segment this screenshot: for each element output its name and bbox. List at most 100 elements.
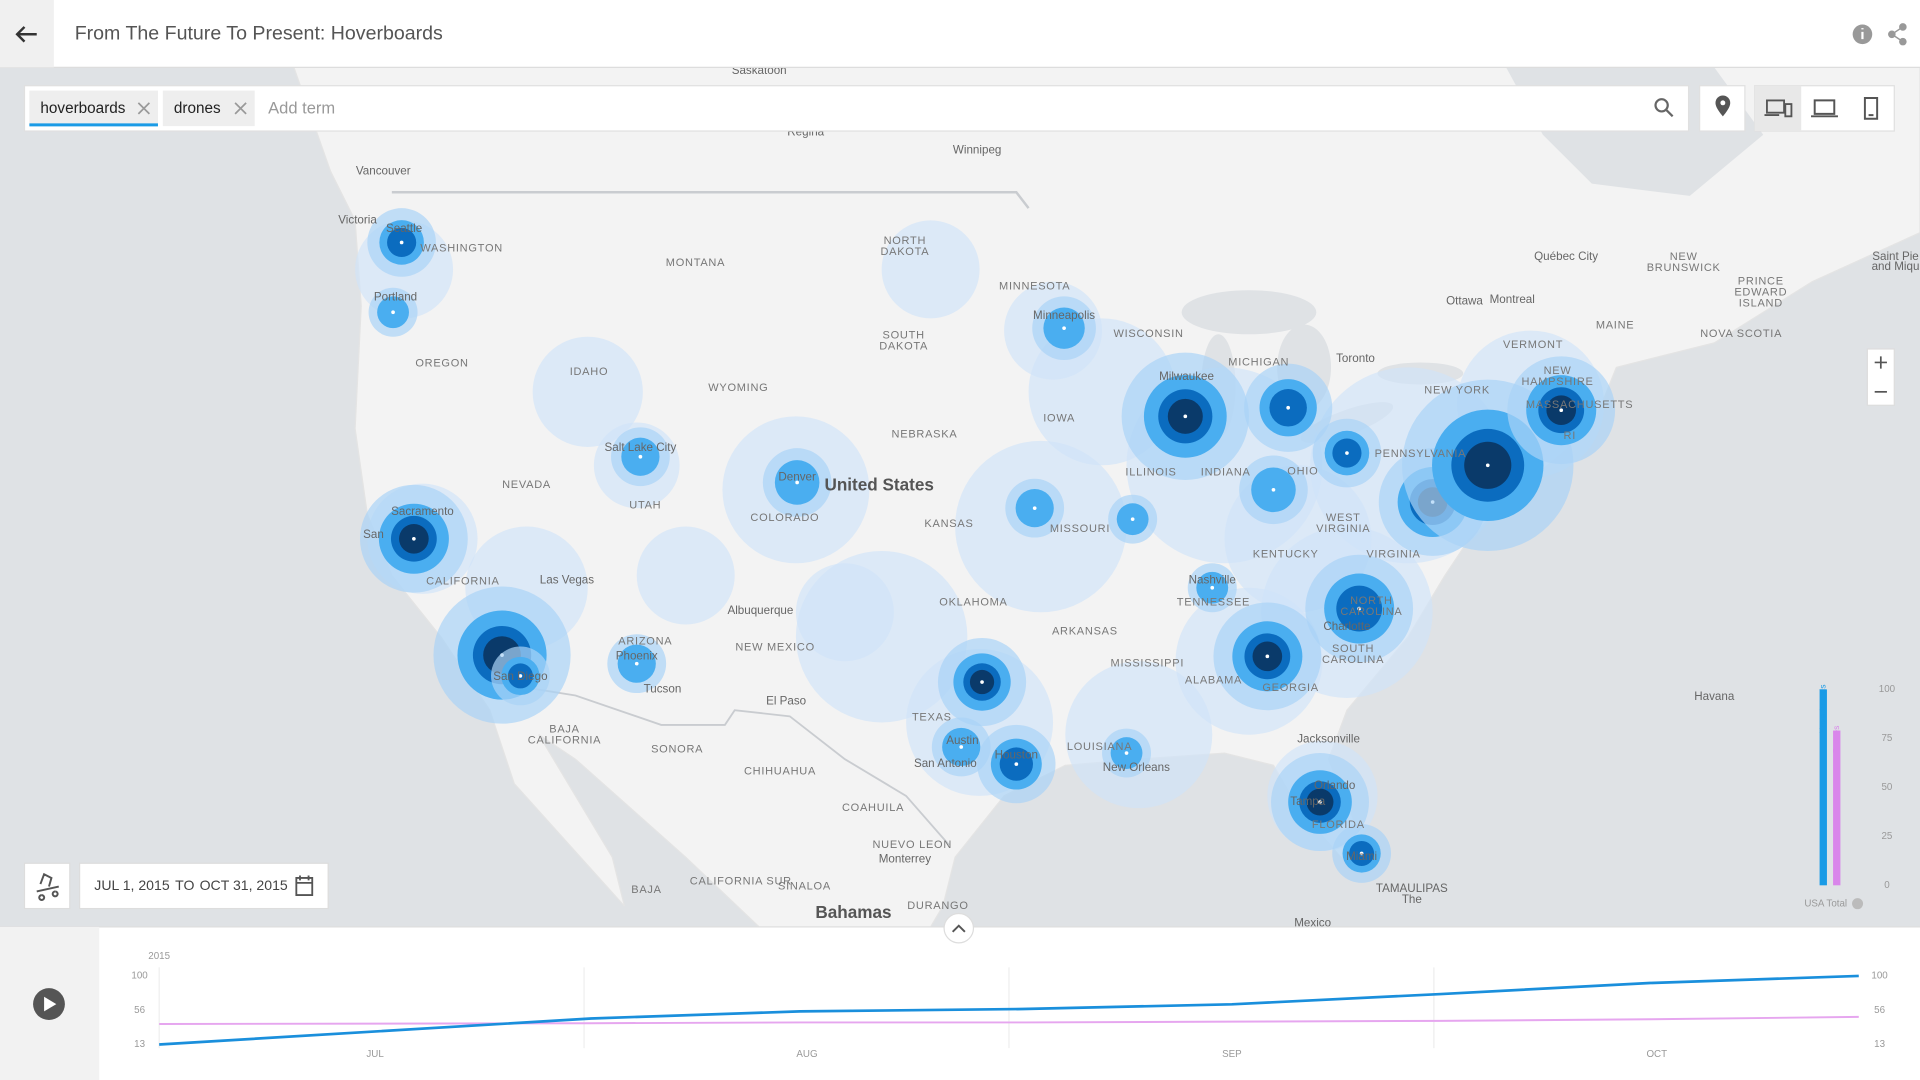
y-tick-label: 56 [134, 1005, 145, 1016]
region-label: MICHIGAN [1228, 356, 1289, 368]
y2-tick-label: 56 [1874, 1005, 1885, 1016]
region-label: CAROLINA [1340, 606, 1402, 618]
city-label: Tampa [1290, 795, 1325, 808]
zoom-control [1866, 348, 1895, 406]
desktop-button[interactable] [1811, 99, 1838, 118]
remove-term[interactable] [137, 102, 150, 115]
city-label: Saskatoon [732, 64, 787, 77]
term-chip[interactable] [162, 90, 255, 127]
city-dot [1559, 408, 1564, 413]
city-label: Austin [946, 734, 978, 747]
city-dot [1286, 405, 1290, 410]
region-label: NEW [1670, 251, 1698, 263]
city-label: Monterrey [879, 853, 932, 866]
help-icon [1852, 898, 1864, 910]
region-label: CAROLINA [1322, 654, 1384, 666]
city-dot [1318, 800, 1322, 804]
city-label: The [1402, 893, 1422, 906]
region-label: CALIFORNIA [528, 735, 601, 747]
region-label: KANSAS [924, 518, 973, 530]
city-label: Salt Lake City [605, 441, 677, 454]
city-label: Houston [995, 749, 1038, 762]
legend-label: Drones [1831, 726, 1841, 754]
city-label: Victoria [338, 213, 377, 226]
city-label: Minneapolis [1033, 309, 1095, 322]
region-label: HAMPSHIRE [1521, 376, 1593, 388]
region-label: RI [1564, 430, 1577, 442]
border [391, 191, 1030, 209]
city-dot [1345, 451, 1349, 455]
date-separator: TO [175, 877, 194, 893]
header [0, 0, 1920, 68]
region-label: PENNSYLVANIA [1375, 448, 1467, 460]
region-label: TEXAS [912, 711, 952, 723]
region-label: GEORGIA [1262, 682, 1319, 694]
heat-area [532, 336, 643, 447]
region-label: WYOMING [708, 382, 768, 394]
region-label: BRUNSWICK [1647, 262, 1721, 274]
search-button[interactable] [1654, 98, 1674, 118]
page-title: From The Future To Present: Hoverboards [75, 22, 443, 44]
city-label: Charlotte [1323, 620, 1370, 633]
city-label: Mexico [1294, 916, 1331, 929]
expand-button[interactable] [943, 912, 975, 944]
y-tick-label: 100 [131, 971, 148, 982]
region-label: VIRGINIA [1316, 523, 1370, 535]
country-label: United States [824, 475, 933, 495]
x-tick-label: SEP [1222, 1049, 1242, 1060]
region-label: NUEVO LEON [872, 839, 952, 851]
region-label: DAKOTA [879, 340, 928, 352]
expand-icon [951, 924, 966, 933]
region-label: NEW MEXICO [735, 642, 815, 654]
map[interactable]: SaskatoonReginaWinnipegVancouverVictoria… [0, 0, 1920, 929]
city-label: Winnipeg [953, 144, 1001, 157]
city-label: Sacramento [391, 505, 454, 518]
series-line [159, 1015, 1859, 1025]
all-devices-button[interactable] [1754, 85, 1802, 132]
region-label: CALIFORNIA [426, 576, 499, 588]
remove-term[interactable] [234, 102, 247, 115]
date-range[interactable] [78, 862, 329, 910]
city-dot [638, 454, 643, 459]
term-chip[interactable] [29, 90, 158, 127]
city-dot [1359, 851, 1364, 856]
share-button[interactable] [1888, 23, 1907, 46]
location-icon [1715, 95, 1731, 117]
date-start: JUL 1, 2015 [94, 877, 170, 893]
region-label: NOVA SCOTIA [1700, 328, 1782, 340]
region-label: NEW YORK [1424, 385, 1490, 397]
city-dot [795, 480, 799, 485]
region-label: NORTH [884, 235, 927, 247]
search-input[interactable]: Add term [268, 98, 335, 117]
mobile-button[interactable] [1863, 96, 1879, 120]
city-label: Seattle [386, 222, 422, 235]
city-label: Québec City [1534, 250, 1598, 263]
region-label: MISSOURI [1050, 523, 1110, 535]
hoverboard-button[interactable] [23, 862, 71, 910]
region-label: OREGON [415, 358, 468, 370]
city-dot [412, 536, 416, 541]
city-dot [1485, 463, 1490, 468]
region-label: MASSACHUSETTS [1526, 399, 1633, 411]
date-end: OCT 31, 2015 [200, 877, 288, 893]
region-label: CHIHUAHUA [744, 765, 816, 777]
city-label: Vancouver [356, 165, 411, 178]
city-label: TAMAULIPAS [1376, 882, 1448, 895]
region-label: INDIANA [1201, 467, 1251, 479]
city-label: New Orleans [1103, 761, 1170, 774]
region-label: NEBRASKA [892, 429, 958, 441]
region-label: MAINE [1596, 320, 1635, 332]
region-label: MONTANA [666, 257, 725, 269]
map-labels: SaskatoonReginaWinnipegVancouverVictoria… [338, 64, 1919, 929]
region-label: COLORADO [750, 512, 819, 524]
region-label: VIRGINIA [1366, 549, 1420, 561]
city-dot [1014, 762, 1019, 766]
term-label: hoverboards [40, 100, 125, 117]
x-tick-label: JUL [366, 1049, 384, 1060]
region-label: WEST [1326, 512, 1361, 524]
city-dot [399, 240, 404, 245]
zoom-in[interactable] [1874, 356, 1887, 369]
city-dot [1032, 506, 1037, 510]
city-dot [959, 745, 964, 749]
